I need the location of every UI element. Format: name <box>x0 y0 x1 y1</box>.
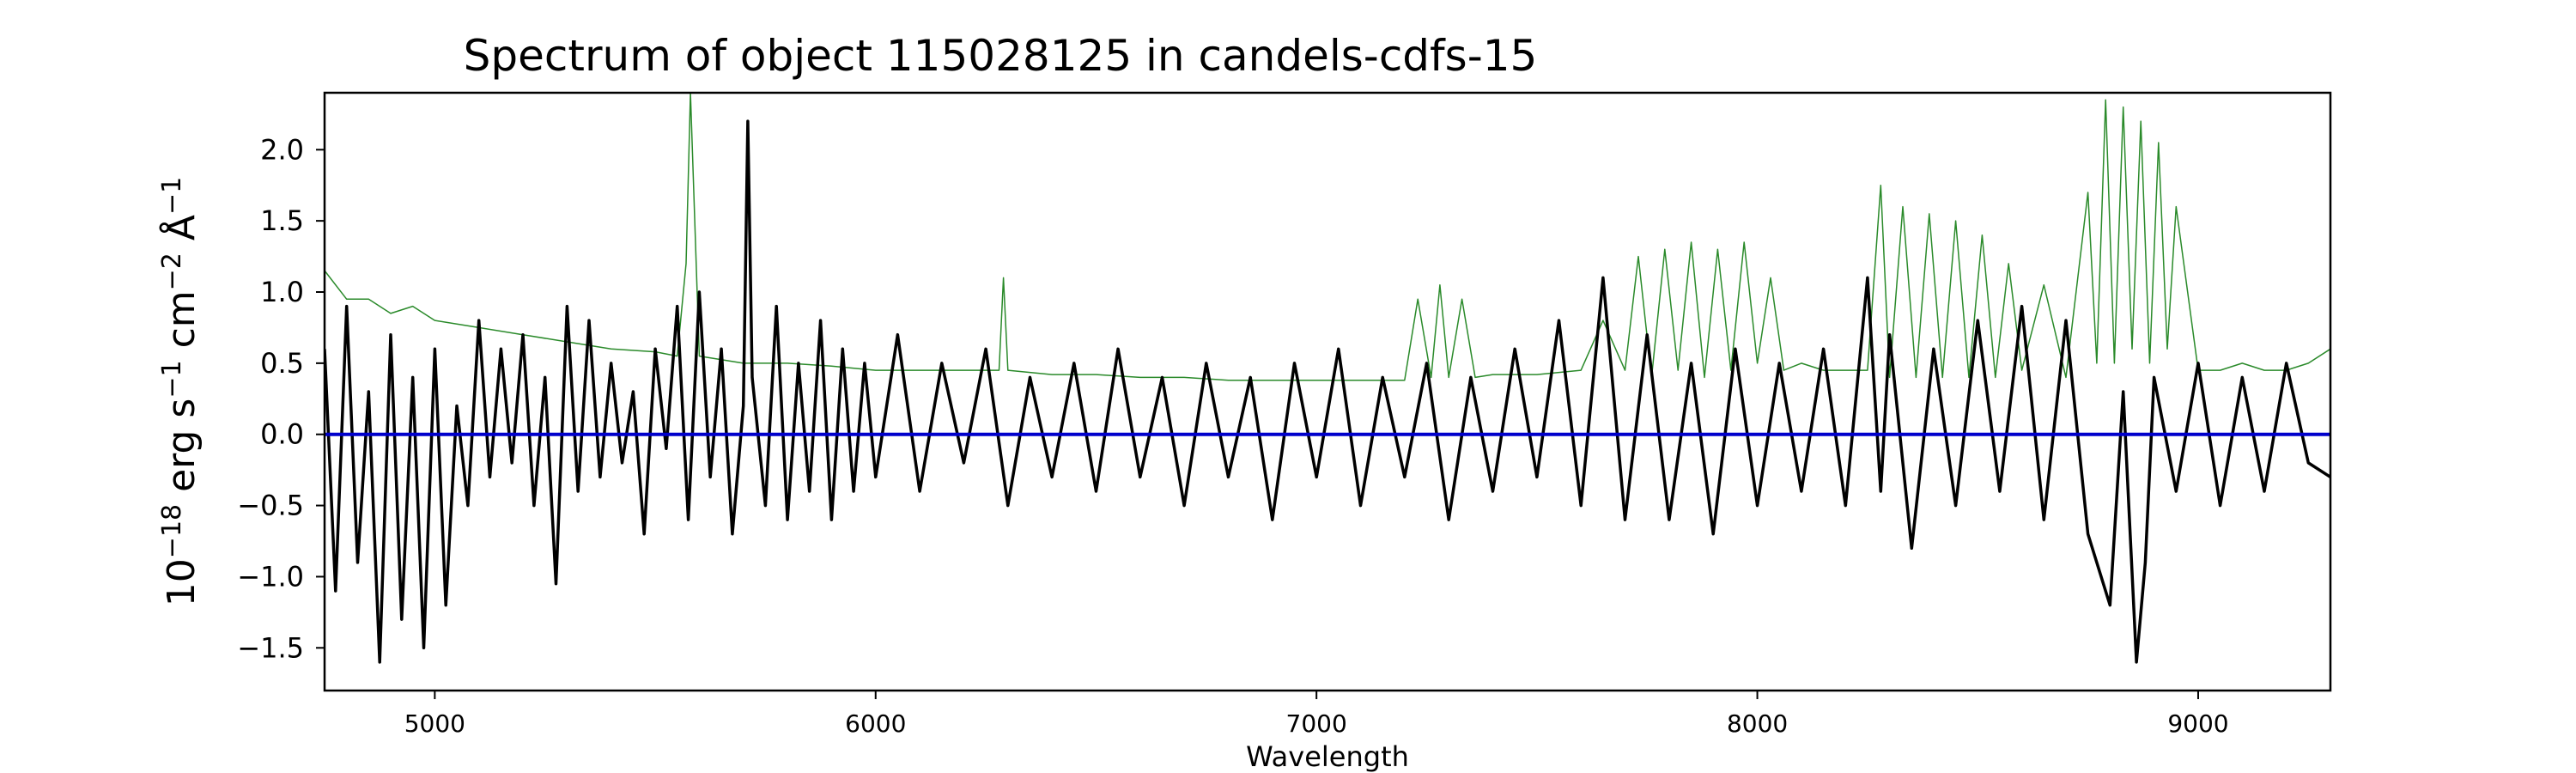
y-tick-label: 0.0 <box>260 418 304 451</box>
y-tick-label: −1.0 <box>237 560 304 593</box>
ylabel-part-4: Å <box>158 215 204 253</box>
ylabel-sup-4: −1 <box>157 177 187 215</box>
ylabel-sup-3: −2 <box>157 253 187 290</box>
y-tick-label: 0.5 <box>260 347 304 380</box>
series-line-error <box>325 93 2330 381</box>
y-tick-label: −0.5 <box>237 490 304 522</box>
ticks-layer: 5000 6000 7000 8000 9000 −1.5 −1.0 −0.5 0.0 0.5 1.… <box>237 133 2228 738</box>
series-line-flux <box>325 119 2330 664</box>
x-tick-label: 9000 <box>2167 709 2228 738</box>
x-tick-label: 7000 <box>1286 709 1347 738</box>
series-layer <box>325 93 2330 664</box>
x-tick-label: 5000 <box>404 709 465 738</box>
ylabel-part-2: erg s <box>160 399 204 504</box>
x-tick-label: 6000 <box>845 709 906 738</box>
ylabel-part-1: 10 <box>160 558 204 606</box>
ylabel-sup-2: −1 <box>157 360 187 398</box>
y-axis-label: 10−18 erg s−1 cm−2 Å−1 <box>157 177 204 606</box>
x-axis-label: Wavelength <box>1246 740 1409 773</box>
plot-area <box>323 91 2332 692</box>
plot-frame <box>323 91 2332 692</box>
y-tick-label: 2.0 <box>260 133 304 166</box>
x-tick-label: 8000 <box>1727 709 1788 738</box>
y-tick-label: 1.0 <box>260 276 304 308</box>
chart-title: Spectrum of object 115028125 in candels-… <box>464 31 1538 81</box>
y-tick-label: −1.5 <box>237 631 304 664</box>
ylabel-part-3: cm <box>160 290 204 360</box>
y-tick-label: 1.5 <box>260 204 304 237</box>
ylabel-sup-1: −18 <box>157 504 187 558</box>
